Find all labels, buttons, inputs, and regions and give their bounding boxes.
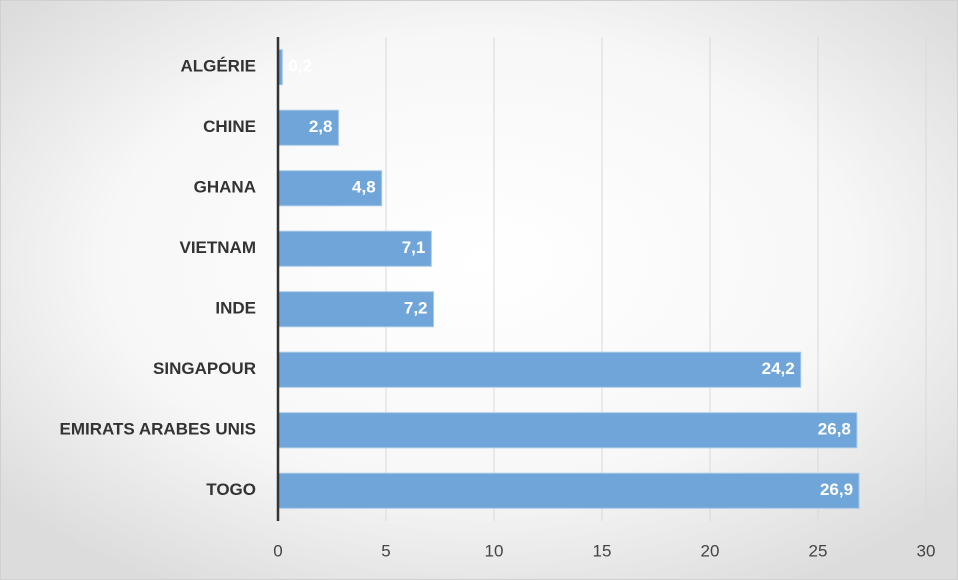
y-tick-label: TOGO bbox=[206, 480, 256, 499]
value-label: 2,8 bbox=[309, 117, 333, 136]
y-tick-label: VIETNAM bbox=[180, 238, 257, 257]
bar bbox=[277, 291, 435, 328]
x-tick-label: 0 bbox=[273, 541, 282, 560]
value-label: 4,8 bbox=[352, 178, 376, 197]
bar bbox=[277, 351, 802, 388]
bar bbox=[277, 412, 858, 449]
value-label: 26,9 bbox=[820, 480, 853, 499]
bar bbox=[277, 170, 383, 207]
value-label: 7,2 bbox=[404, 299, 428, 318]
x-tick-label: 20 bbox=[701, 541, 720, 560]
bar bbox=[277, 109, 339, 146]
y-tick-label: GHANA bbox=[194, 178, 256, 197]
y-tick-label: INDE bbox=[215, 299, 256, 318]
x-tick-label: 30 bbox=[917, 541, 936, 560]
y-tick-label: EMIRATS ARABES UNIS bbox=[60, 420, 256, 439]
x-tick-label: 10 bbox=[485, 541, 504, 560]
x-tick-label: 5 bbox=[381, 541, 390, 560]
value-label: 24,2 bbox=[762, 359, 795, 378]
value-label: 0,2 bbox=[288, 57, 312, 76]
value-label: 7,1 bbox=[402, 238, 426, 257]
y-tick-label: CHINE bbox=[203, 117, 256, 136]
y-tick-label: SINGAPOUR bbox=[153, 359, 256, 378]
value-label: 26,8 bbox=[818, 420, 851, 439]
bar bbox=[277, 472, 860, 509]
x-tick-label: 25 bbox=[809, 541, 828, 560]
y-tick-label: ALGÉRIE bbox=[180, 57, 256, 76]
x-tick-label: 15 bbox=[593, 541, 612, 560]
